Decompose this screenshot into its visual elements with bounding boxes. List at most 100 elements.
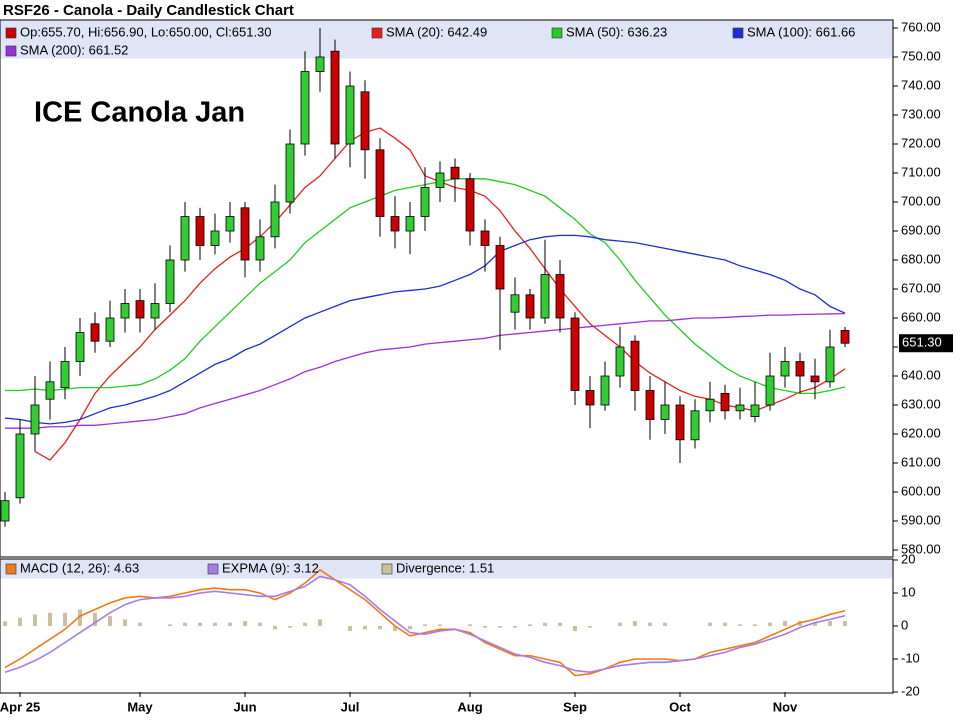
candle-body bbox=[840, 330, 850, 344]
candle-body bbox=[255, 236, 265, 261]
divergence-bar bbox=[243, 621, 247, 626]
candle-body bbox=[315, 56, 325, 72]
candle-body bbox=[450, 166, 460, 180]
last-price-box bbox=[899, 334, 953, 353]
candle-body bbox=[495, 245, 505, 290]
annotation: ICE Canola Jan bbox=[34, 97, 245, 129]
divergence-bar bbox=[378, 626, 382, 630]
y-tick-label: 580.00 bbox=[901, 541, 941, 556]
y-tick-label: -20 bbox=[901, 683, 920, 698]
y-tick-label: 0 bbox=[901, 617, 908, 632]
divergence-bar bbox=[513, 626, 517, 628]
y-tick-label: 620.00 bbox=[901, 425, 941, 440]
candle-body bbox=[705, 398, 715, 412]
candle-body bbox=[645, 390, 655, 420]
divergence-bar bbox=[573, 626, 577, 631]
y-tick-label: 640.00 bbox=[901, 367, 941, 382]
candle-body bbox=[660, 404, 670, 420]
candle-body bbox=[345, 85, 355, 145]
candle-body bbox=[795, 361, 805, 377]
divergence-bar bbox=[843, 621, 847, 626]
candle-body bbox=[585, 390, 595, 406]
y-tick-label: 700.00 bbox=[901, 193, 941, 208]
candle-body bbox=[105, 317, 115, 342]
candle-body bbox=[0, 500, 10, 522]
candle-body bbox=[45, 381, 55, 400]
candle-body bbox=[420, 187, 430, 217]
divergence-bar bbox=[813, 622, 817, 626]
divergence-bar bbox=[138, 622, 142, 626]
divergence-bar bbox=[633, 621, 637, 626]
divergence-bar bbox=[753, 624, 757, 626]
divergence-bar bbox=[648, 622, 652, 626]
candle-body bbox=[30, 404, 40, 435]
candle-body bbox=[180, 216, 190, 261]
candle-body bbox=[165, 259, 175, 304]
divergence-bar bbox=[558, 622, 562, 626]
y-tick-label: 750.00 bbox=[901, 48, 941, 63]
legend-entry: SMA (200): 661.52 bbox=[20, 42, 128, 57]
divergence-bar bbox=[123, 619, 127, 626]
x-tick-label: Apr 25 bbox=[0, 699, 40, 714]
divergence-bar bbox=[3, 621, 7, 626]
divergence-bar bbox=[828, 621, 832, 626]
divergence-bar bbox=[393, 626, 397, 631]
candle-body bbox=[150, 303, 160, 319]
x-tick-label: Jun bbox=[233, 699, 256, 714]
candle-body bbox=[360, 91, 370, 151]
y-tick-label: 680.00 bbox=[901, 251, 941, 266]
y-tick-label: 730.00 bbox=[901, 106, 941, 121]
legend-entry: Divergence: 1.51 bbox=[396, 560, 494, 575]
macd-panel bbox=[0, 558, 894, 694]
last-price-label: 651.30 bbox=[902, 335, 942, 350]
divergence-bar bbox=[258, 622, 262, 626]
candle-body bbox=[780, 361, 790, 377]
divergence-bar bbox=[618, 622, 622, 626]
candle-body bbox=[375, 149, 385, 217]
candle-body bbox=[750, 404, 760, 418]
candle-body bbox=[630, 340, 640, 391]
divergence-bar bbox=[543, 622, 547, 626]
candle-body bbox=[435, 172, 445, 188]
x-tick-label: Jul bbox=[341, 699, 360, 714]
candle-body bbox=[765, 375, 775, 406]
y-tick-label: 760.00 bbox=[901, 19, 941, 34]
legend-entry: MACD (12, 26): 4.63 bbox=[20, 560, 139, 575]
candle-body bbox=[810, 375, 820, 383]
divergence-bar bbox=[198, 622, 202, 626]
candle-body bbox=[600, 375, 610, 406]
x-tick-label: Aug bbox=[457, 699, 482, 714]
divergence-bar bbox=[18, 617, 22, 626]
divergence-bar bbox=[33, 614, 37, 626]
divergence-bar bbox=[408, 626, 412, 630]
divergence-bar bbox=[663, 622, 667, 626]
candle-body bbox=[75, 332, 85, 362]
candle-body bbox=[465, 178, 475, 232]
divergence-bar bbox=[63, 612, 67, 626]
divergence-bar bbox=[768, 622, 772, 626]
divergence-bar bbox=[528, 624, 532, 626]
candle-body bbox=[525, 294, 535, 319]
x-tick-label: Sep bbox=[563, 699, 587, 714]
y-tick-label: 690.00 bbox=[901, 222, 941, 237]
candle-body bbox=[15, 433, 25, 499]
divergence-bar bbox=[93, 612, 97, 626]
x-tick-label: May bbox=[127, 699, 153, 714]
divergence-bar bbox=[168, 624, 172, 626]
candle-body bbox=[60, 361, 70, 389]
candle-body bbox=[675, 404, 685, 441]
price-panel bbox=[0, 19, 894, 558]
sma-line bbox=[5, 312, 846, 429]
divergence-bar bbox=[303, 622, 307, 626]
legend-entry-swatch bbox=[551, 27, 563, 39]
candle-body bbox=[405, 216, 415, 232]
legend-entry: SMA (50): 636.23 bbox=[566, 24, 667, 39]
candle-body bbox=[285, 143, 295, 203]
x-tick-label: Oct bbox=[669, 699, 691, 714]
macd-line bbox=[4, 568, 846, 677]
x-tick-label: Nov bbox=[773, 699, 798, 714]
divergence-bar bbox=[738, 624, 742, 626]
legend-entry: EXPMA (9): 3.12 bbox=[222, 560, 319, 575]
divergence-bar bbox=[288, 626, 292, 628]
